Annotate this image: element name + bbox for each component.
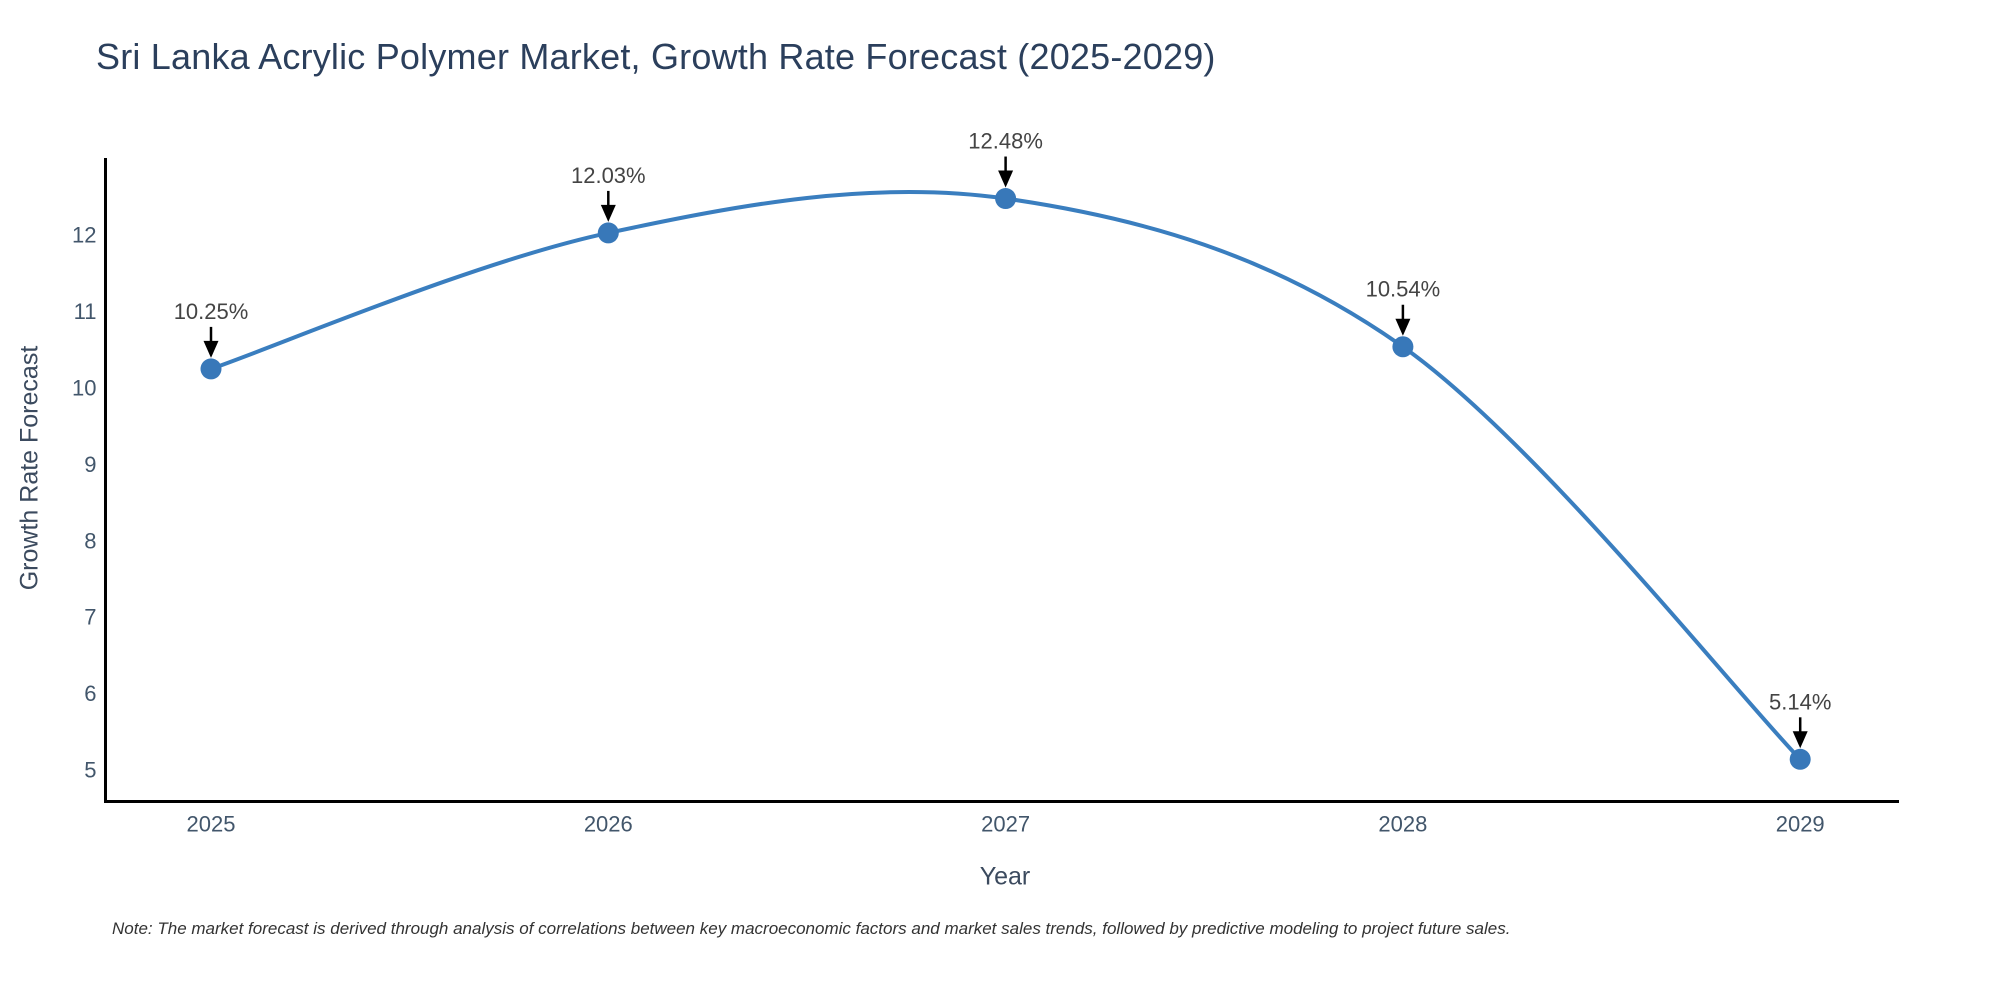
annotation-label: 12.48%: [968, 129, 1043, 154]
annotation-arrowhead: [203, 340, 219, 358]
annotation-label: 5.14%: [1769, 689, 1831, 714]
data-point-marker: [597, 222, 619, 244]
data-point-marker: [200, 358, 222, 380]
x-tick-label: 2025: [187, 812, 236, 837]
x-tick-label: 2027: [981, 812, 1030, 837]
y-tick-label: 6: [84, 681, 96, 706]
annotation-label: 12.03%: [571, 163, 646, 188]
y-tick-label: 12: [72, 223, 96, 248]
x-axis-title: Year: [979, 862, 1031, 891]
y-tick-label: 11: [74, 299, 97, 324]
x-tick-label: 2026: [584, 812, 633, 837]
annotation-label: 10.25%: [174, 299, 249, 324]
x-tick-label: 2028: [1378, 812, 1427, 837]
annotation-arrowhead: [600, 204, 616, 222]
footnote: Note: The market forecast is derived thr…: [112, 919, 1511, 938]
y-tick-label: 8: [84, 528, 96, 553]
y-tick-label: 7: [84, 605, 96, 630]
x-tick-label: 2029: [1776, 812, 1825, 837]
annotation-label: 10.54%: [1366, 277, 1441, 302]
data-point-marker: [1392, 336, 1414, 358]
chart-title: Sri Lanka Acrylic Polymer Market, Growth…: [96, 36, 1216, 77]
axis-spines: [104, 158, 1899, 803]
annotation-arrowhead: [998, 170, 1014, 188]
y-axis-title: Growth Rate Forecast: [15, 345, 44, 591]
annotation-arrowhead: [1395, 318, 1411, 336]
data-point-marker: [1789, 748, 1811, 770]
data-point-marker: [995, 188, 1017, 210]
annotation-arrowhead: [1792, 731, 1808, 749]
line-series: [209, 189, 1803, 762]
y-tick-label: 10: [72, 376, 96, 401]
y-tick-label: 5: [84, 758, 96, 783]
y-tick-label: 9: [84, 452, 96, 477]
